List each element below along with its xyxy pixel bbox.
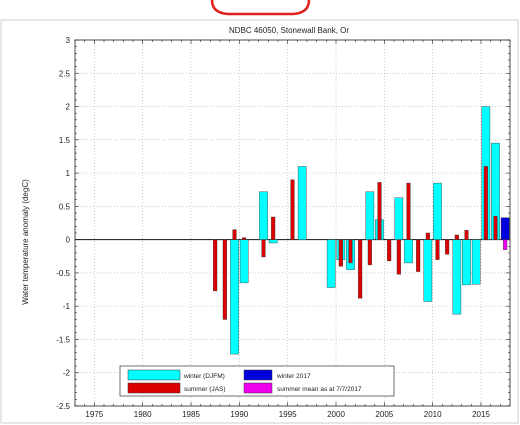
x-tick-label: 1975 [85,410,103,419]
legend-label-winter-2017: winter 2017 [276,373,311,380]
x-tick-label: 1995 [279,410,297,419]
bar-summer [387,239,392,262]
bar-winter [471,239,481,285]
bar-winter [365,191,375,240]
bar-winter [423,239,433,302]
x-tick-label: 1980 [134,410,152,419]
bar-summer [396,239,401,275]
bar-winter [297,166,307,240]
bar-summer [348,239,353,264]
bar-summer [242,237,247,240]
bars [213,106,510,355]
legend: winter (DJFM) summer (JAS) winter 2017 s… [119,365,395,397]
bar-summer [464,230,469,240]
y-tick-label: 1.5 [59,136,71,145]
bar-summer [406,182,411,240]
legend-label-winter: winter (DJFM) [183,373,225,380]
x-tick-label: 2000 [327,410,345,419]
legend-swatch-summer-mean-2017 [243,382,273,394]
x-tick-label: 2010 [424,410,442,419]
chart-title: NDBC 46050, Stonewall Bank, Or [229,26,349,35]
bar-summer [377,182,382,240]
y-tick-label: 1 [66,169,71,178]
legend-label-summer-mean-2017: summer mean as at 7/7/2017 [277,386,362,393]
bar-summer-2017 [503,239,508,250]
bar-summer [290,179,295,240]
bar-summer [425,232,430,240]
bar-summer [271,216,276,240]
bar-summer [445,239,450,255]
bar-winter [452,239,462,315]
y-tick-label: 0.5 [59,202,71,211]
y-tick-label: -2.5 [56,402,70,411]
y-tick-label: 3 [66,36,71,45]
legend-swatch-winter-2017 [243,369,273,381]
bar-winter [462,239,471,286]
y-tick-label: -0.5 [56,269,70,278]
tick-labels: 1975 1980 1985 1990 1995 2000 2005 2010 2015 -2.5… [56,36,490,419]
bar-winter [259,191,268,240]
bar-winter [404,239,413,264]
bar-summer [358,239,363,299]
bar-winter [230,239,239,355]
y-tick-label: 0 [66,236,71,245]
bar-summer [367,239,372,266]
x-tick-label: 2005 [375,410,393,419]
bar-summer [454,234,459,240]
bar-summer [338,239,343,267]
bar-summer [232,229,237,240]
axes [74,39,511,407]
y-axis-label: Water temperature anomaly (degC) [21,179,30,305]
legend-swatch-summer [127,382,181,394]
bar-winter [268,239,278,244]
legend-swatch-winter [127,369,181,381]
y-tick-label: -1.5 [56,335,70,344]
y-tick-label: 2.5 [59,69,71,78]
bar-summer [416,239,421,272]
y-tick-label: -1 [63,302,71,311]
bar-summer [493,216,498,240]
bar-summer [435,239,440,260]
bar-summer [222,239,227,320]
x-tick-label: 1985 [182,410,200,419]
bar-winter [239,239,249,284]
bar-summer [213,239,218,292]
x-tick-label: 2015 [472,410,490,419]
x-tick-label: 1990 [230,410,248,419]
bar-winter [394,197,404,240]
bar-winter-2017 [500,217,510,240]
bar-winter [326,239,336,288]
axes-frame [74,39,511,407]
y-tick-label: -2 [63,369,71,378]
bar-winter [433,182,442,240]
y-tick-label: 2 [66,103,71,112]
bar-summer [261,239,266,258]
bar-summer [483,166,488,240]
legend-label-summer: summer (JAS) [184,386,226,393]
